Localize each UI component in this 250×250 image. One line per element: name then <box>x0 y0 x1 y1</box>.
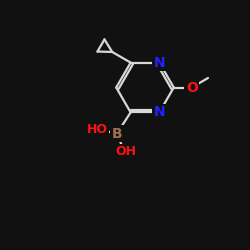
Text: OH: OH <box>116 145 137 158</box>
Text: B: B <box>112 127 122 141</box>
Text: HO: HO <box>87 123 108 136</box>
Text: N: N <box>154 56 165 70</box>
Text: O: O <box>186 80 198 94</box>
Text: N: N <box>154 106 165 120</box>
